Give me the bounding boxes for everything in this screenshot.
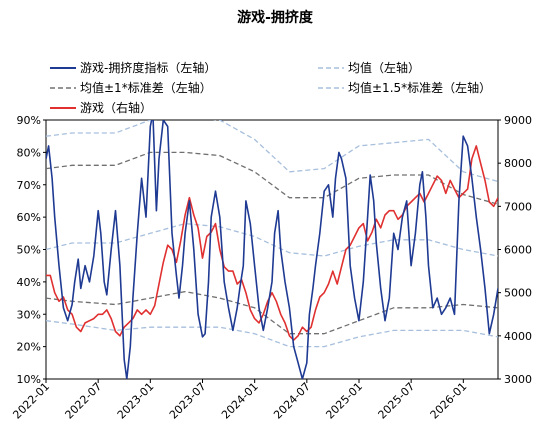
right-tick-label: 9000 xyxy=(504,114,532,127)
x-tick-label: 2022-07 xyxy=(63,380,105,422)
left-tick-label: 20% xyxy=(17,341,41,354)
left-tick-label: 90% xyxy=(17,114,41,127)
left-tick-label: 70% xyxy=(17,179,41,192)
x-axis: 2022-01 2022-07 2023-01 2023-07 2024-01 2024-… xyxy=(10,379,469,422)
x-tick-label: 2023-01 xyxy=(115,380,157,422)
x-tick-label: 2026-01 xyxy=(428,380,470,422)
left-tick-label: 40% xyxy=(17,276,41,289)
right-tick-label: 8000 xyxy=(504,157,532,170)
x-tick-label: 2022-01 xyxy=(10,380,52,422)
series-sd15-upper xyxy=(46,120,498,183)
left-tick-label: 50% xyxy=(17,244,41,257)
chart-title: 游戏-拥挤度 xyxy=(237,9,314,26)
left-tick-label: 60% xyxy=(17,211,41,224)
series-game xyxy=(46,145,498,341)
series-mean xyxy=(46,222,498,257)
right-tick-label: 3000 xyxy=(504,373,532,386)
right-tick-label: 6000 xyxy=(504,244,532,257)
legend-label-sd15: 均值±1.5*标准差（左轴） xyxy=(348,80,491,95)
series-crowd xyxy=(46,120,498,379)
x-tick-label: 2025-01 xyxy=(323,380,365,422)
right-tick-label: 7000 xyxy=(504,200,532,213)
legend-label-game: 游戏（右轴） xyxy=(80,100,152,115)
series-sd1-upper xyxy=(46,151,498,205)
left-tick-label: 10% xyxy=(17,373,41,386)
left-tick-label: 30% xyxy=(17,308,41,321)
x-tick-label: 2023-07 xyxy=(167,380,209,422)
right-axis: 3000 4000 5000 6000 7000 8000 9000 xyxy=(498,114,532,386)
x-tick-label: 2024-07 xyxy=(271,380,313,422)
left-axis: 10% 20% 30% 40% 50% 60% 70% 80% 90% xyxy=(17,114,46,386)
x-tick-label: 2024-01 xyxy=(219,380,261,422)
legend-label-mean: 均值（左轴） xyxy=(348,60,420,75)
series-sd15-lower xyxy=(46,320,498,348)
right-tick-label: 4000 xyxy=(504,330,532,343)
left-tick-label: 80% xyxy=(17,146,41,159)
series-layer xyxy=(46,120,498,379)
legend: 游戏-拥挤度指标（左轴） 均值（左轴） 均值±1*标准差（左轴） 均值±1.5*… xyxy=(50,60,491,115)
legend-label-crowd: 游戏-拥挤度指标（左轴） xyxy=(80,60,216,75)
legend-label-sd1: 均值±1*标准差（左轴） xyxy=(80,80,212,95)
x-tick-label: 2025-07 xyxy=(376,380,418,422)
right-tick-label: 5000 xyxy=(504,287,532,300)
